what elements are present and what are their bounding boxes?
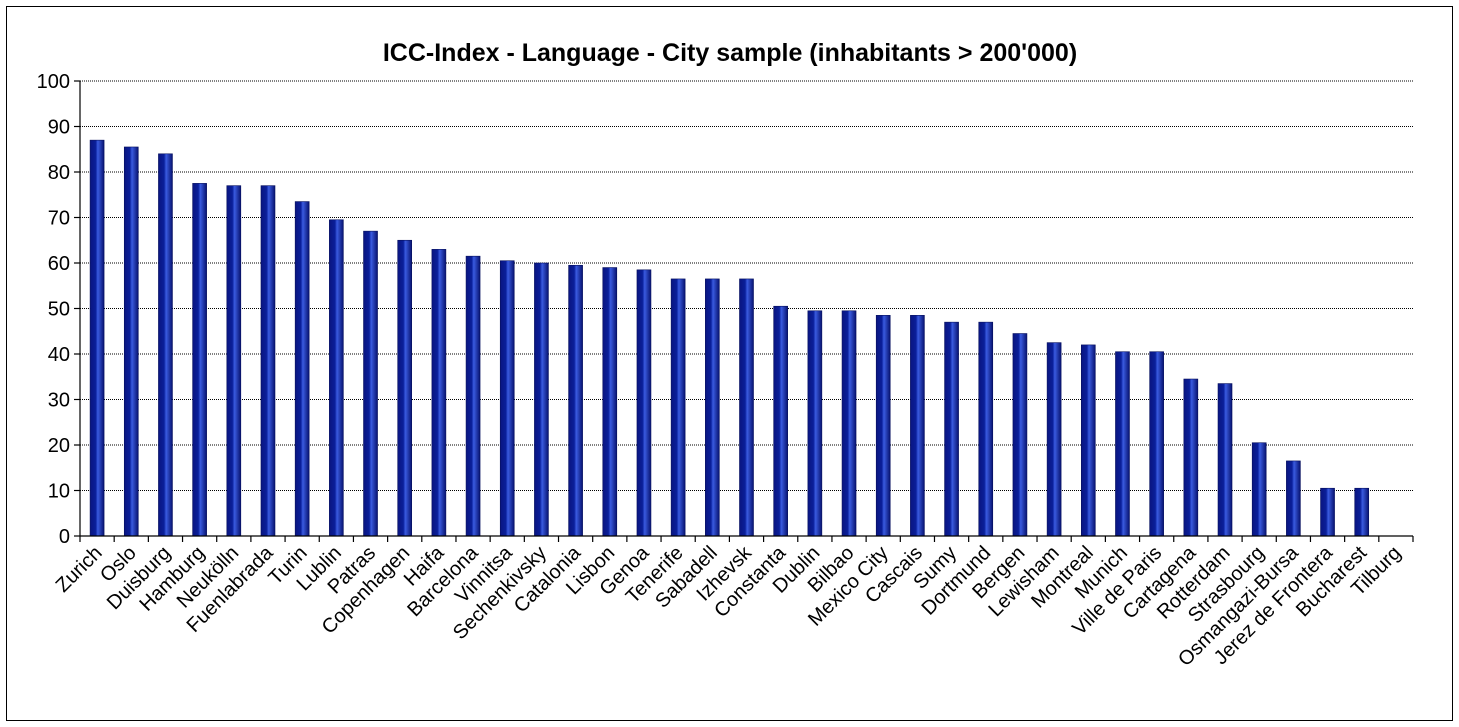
bar bbox=[226, 185, 242, 537]
y-tick-label: 20 bbox=[48, 435, 70, 457]
bar bbox=[158, 153, 173, 537]
bar bbox=[465, 255, 481, 537]
bar bbox=[534, 262, 549, 537]
y-tick-label: 50 bbox=[48, 299, 70, 321]
bar bbox=[705, 278, 720, 537]
bar bbox=[773, 305, 788, 537]
chart-frame bbox=[6, 6, 1453, 721]
bar bbox=[329, 219, 344, 537]
bar bbox=[944, 321, 959, 537]
bar bbox=[670, 278, 686, 537]
bar bbox=[841, 310, 857, 537]
bar bbox=[260, 185, 276, 537]
y-tick-label: 90 bbox=[48, 117, 70, 139]
y-tick-label: 30 bbox=[48, 390, 70, 412]
bar bbox=[602, 267, 618, 537]
bar bbox=[1251, 442, 1267, 537]
bar bbox=[1217, 383, 1233, 537]
x-axis-ticks: ZurichOsloDuisburgHamburgNeuköllnFuenlab… bbox=[52, 536, 1414, 671]
bar bbox=[192, 183, 207, 537]
bar bbox=[1354, 487, 1370, 537]
y-tick-label: 60 bbox=[48, 253, 70, 275]
bar bbox=[1320, 487, 1335, 537]
y-tick-label: 40 bbox=[48, 344, 70, 366]
bar bbox=[123, 146, 139, 537]
y-tick-label: 0 bbox=[59, 526, 70, 548]
bar bbox=[1149, 351, 1164, 537]
bar bbox=[1183, 378, 1199, 537]
bar bbox=[431, 249, 447, 537]
bar bbox=[807, 310, 823, 537]
bars bbox=[89, 139, 1370, 537]
bar bbox=[1046, 342, 1062, 537]
chart-title: ICC-Index - Language - City sample (inha… bbox=[383, 39, 1077, 67]
bar bbox=[499, 260, 515, 537]
bar bbox=[978, 321, 994, 537]
bar bbox=[1012, 333, 1028, 537]
bar bbox=[363, 230, 378, 537]
bar bbox=[1115, 351, 1130, 537]
bar bbox=[910, 315, 925, 537]
bar bbox=[875, 315, 891, 537]
bar bbox=[89, 139, 105, 537]
y-tick-label: 100 bbox=[37, 71, 70, 93]
y-tick-label: 70 bbox=[48, 208, 70, 230]
bar bbox=[568, 264, 583, 537]
bar bbox=[294, 201, 310, 537]
bar bbox=[1286, 460, 1301, 537]
bar bbox=[739, 278, 754, 537]
y-tick-label: 80 bbox=[48, 162, 70, 184]
bar bbox=[636, 269, 652, 537]
bar bbox=[1080, 344, 1096, 537]
bar bbox=[397, 239, 413, 537]
y-axis-ticks: 0 10 20 30 40 50 60 70 80 90 100 bbox=[37, 71, 80, 548]
y-tick-label: 10 bbox=[48, 481, 70, 503]
